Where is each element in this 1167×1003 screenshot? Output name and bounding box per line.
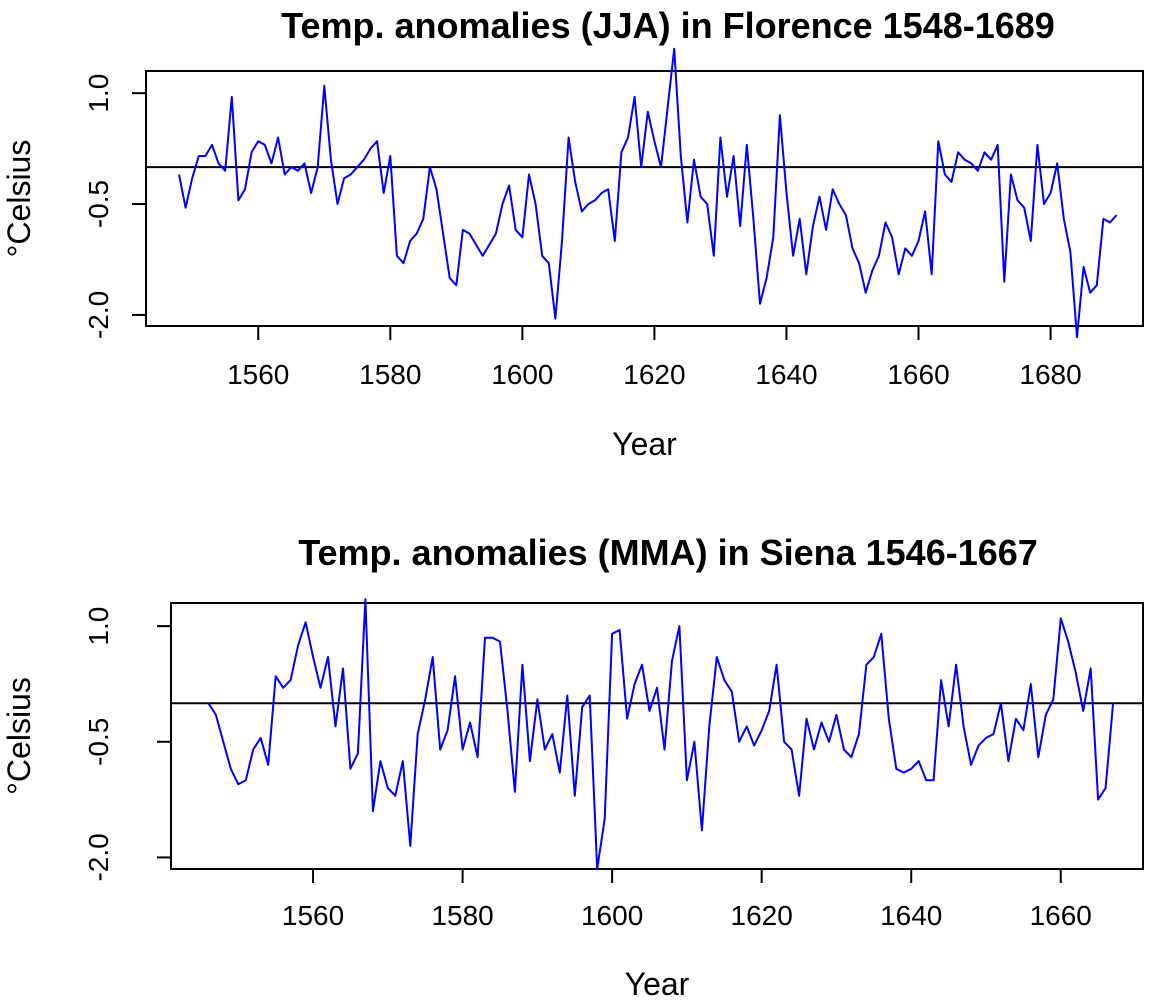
- y-tick-label: 1.0: [83, 607, 114, 646]
- x-tick-label: 1620: [623, 359, 685, 390]
- x-tick-label: 1580: [431, 900, 493, 931]
- siena-chart: Temp. anomalies (MMA) in Siena 1546-1667…: [1, 532, 1144, 1002]
- x-tick-label: 1600: [581, 900, 643, 931]
- x-tick-label: 1580: [359, 359, 421, 390]
- plot-frame: [170, 602, 1144, 870]
- y-axis-label: °Celsius: [1, 677, 37, 795]
- x-tick-label: 1680: [1019, 359, 1081, 390]
- x-tick-label: 1560: [282, 900, 344, 931]
- data-series-line: [207, 598, 1115, 870]
- y-tick-label: -2.0: [83, 833, 114, 881]
- y-axis-label: °Celsius: [1, 140, 37, 258]
- chart-title: Temp. anomalies (JJA) in Florence 1548-1…: [281, 5, 1055, 46]
- chart-title: Temp. anomalies (MMA) in Siena 1546-1667: [298, 532, 1038, 573]
- x-tick-label: 1660: [887, 359, 949, 390]
- x-tick-label: 1600: [491, 359, 553, 390]
- y-tick-label: -0.5: [83, 718, 114, 766]
- y-tick-label: -2.0: [83, 291, 114, 339]
- x-tick-label: 1620: [731, 900, 793, 931]
- plot-frame: [145, 70, 1144, 327]
- y-tick-label: -0.5: [83, 180, 114, 228]
- y-tick-label: 1.0: [83, 74, 114, 113]
- x-tick-label: 1560: [227, 359, 289, 390]
- x-tick-label: 1660: [1030, 900, 1092, 931]
- florence-chart: Temp. anomalies (JJA) in Florence 1548-1…: [1, 5, 1144, 462]
- x-tick-label: 1640: [880, 900, 942, 931]
- x-axis-label: Year: [625, 966, 690, 1002]
- x-tick-label: 1640: [755, 359, 817, 390]
- x-axis-label: Year: [612, 426, 677, 462]
- data-series-line: [178, 47, 1118, 339]
